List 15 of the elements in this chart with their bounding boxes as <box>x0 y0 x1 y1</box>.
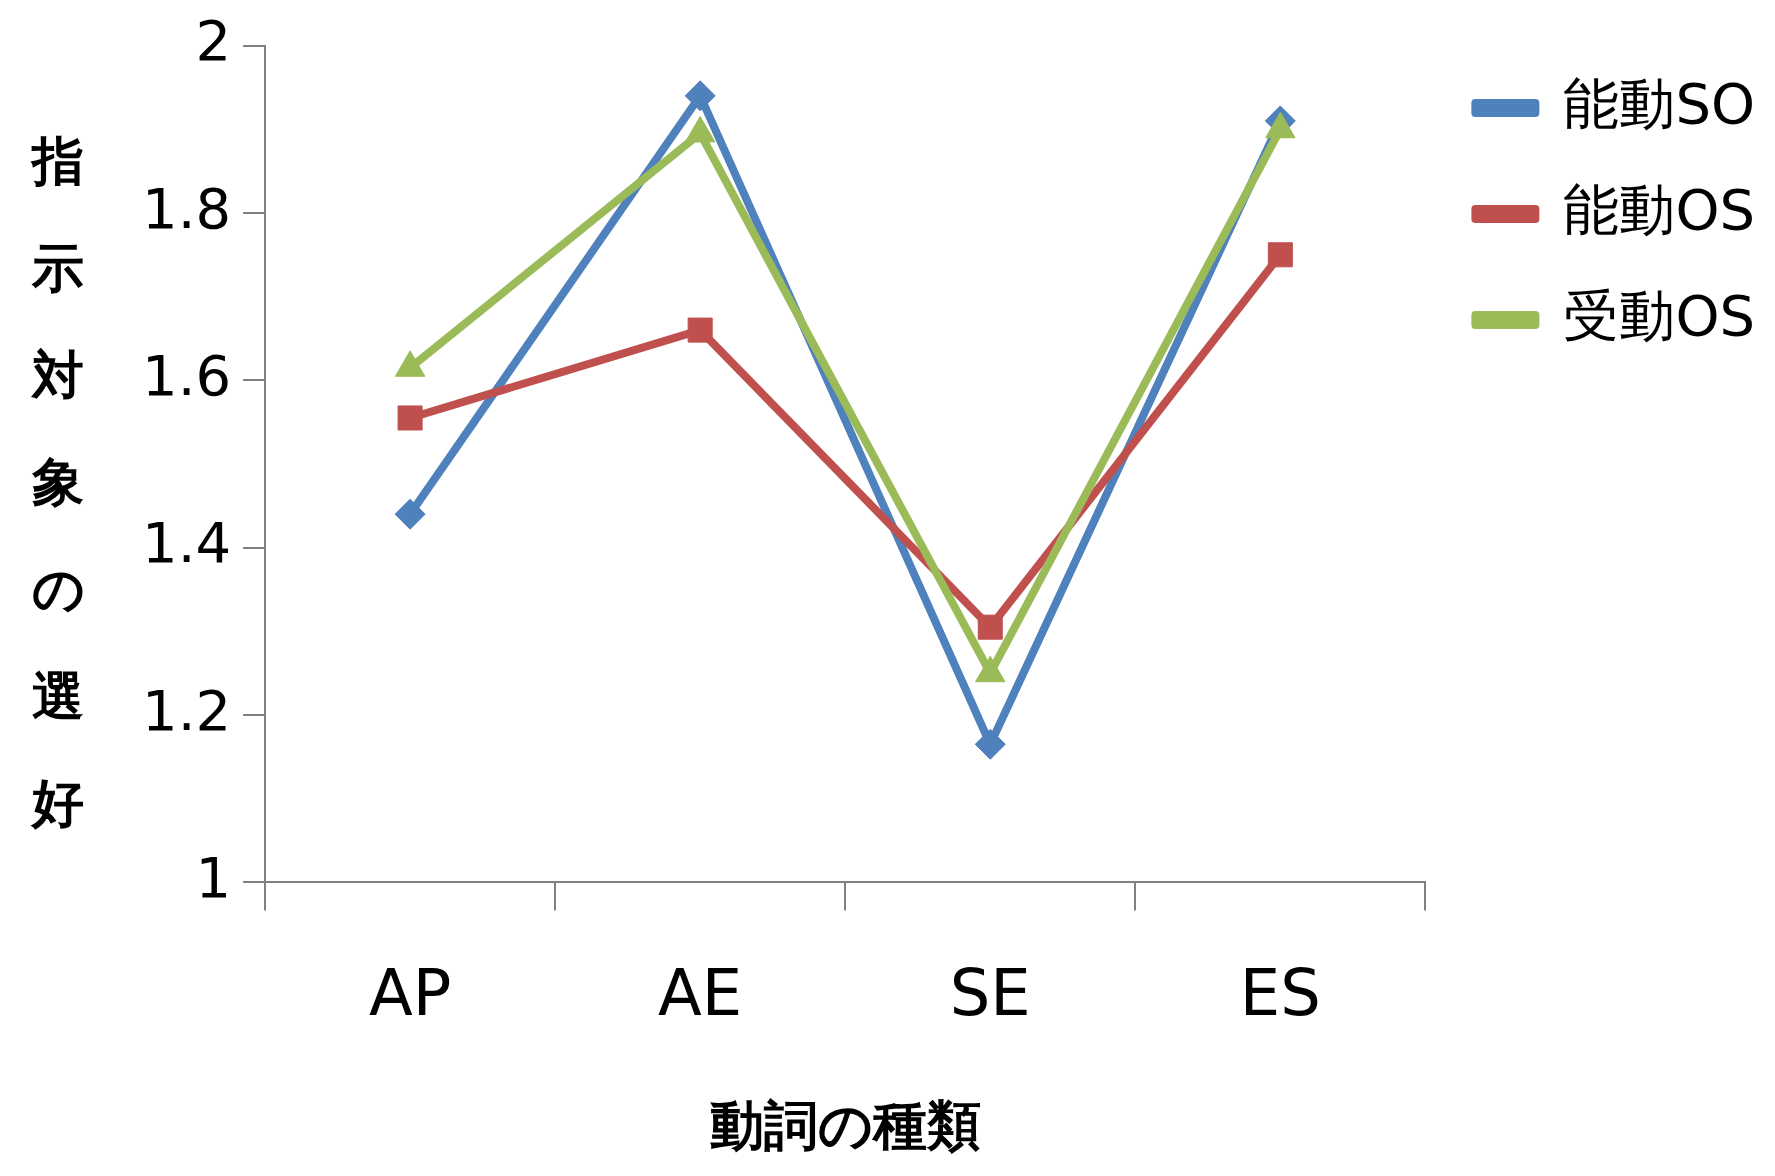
y-axis-title: 指示対象の選好 <box>31 131 85 833</box>
legend-label: 能動OS <box>1563 176 1755 242</box>
y-tick-label: 1.6 <box>142 342 232 408</box>
x-axis-title: 動詞の種類 <box>709 1093 981 1157</box>
x-tick-label: SE <box>949 956 1031 1031</box>
y-tick-label: 1.4 <box>142 510 232 576</box>
legend-label: 受動OS <box>1563 282 1755 348</box>
x-tick-label: ES <box>1239 956 1321 1031</box>
y-tick-label: 1.8 <box>142 175 232 241</box>
x-tick-label: AE <box>658 956 743 1031</box>
y-tick-label: 1.2 <box>142 677 232 743</box>
x-tick-label: AP <box>368 956 452 1031</box>
y-tick-label: 2 <box>195 8 232 74</box>
y-tick-label: 1 <box>195 844 232 910</box>
legend-label: 能動SO <box>1563 70 1755 136</box>
